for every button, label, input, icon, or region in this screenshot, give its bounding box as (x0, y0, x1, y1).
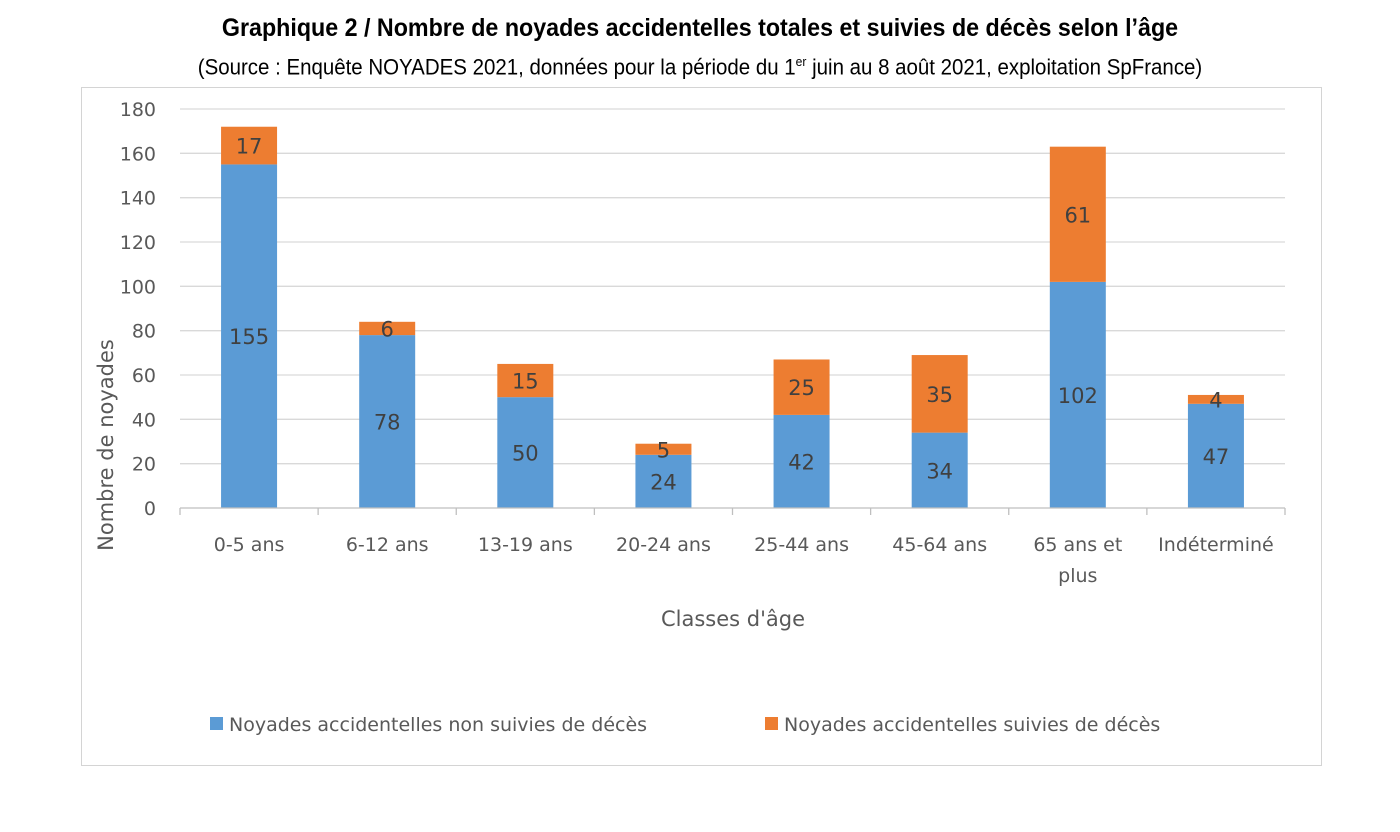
bars (221, 126, 1244, 508)
subtitle-text-start: (Source : Enquête NOYADES 2021, données … (197, 54, 796, 80)
x-tick-label: Indéterminé (1158, 534, 1274, 556)
legend-label: Noyades accidentelles non suivies de déc… (229, 714, 647, 736)
data-label: 15 (512, 370, 539, 394)
data-label: 78 (374, 411, 401, 435)
x-tick-label: 20-24 ans (616, 534, 711, 556)
bar-segment-non-fatal (911, 432, 968, 508)
chart-subtitle: (Source : Enquête NOYADES 2021, données … (49, 54, 1351, 80)
data-label: 34 (926, 459, 953, 483)
y-tick-label: 40 (132, 409, 156, 431)
y-tick-label: 180 (120, 99, 156, 121)
data-label: 102 (1058, 384, 1098, 408)
legend-swatch (765, 717, 778, 730)
data-label: 25 (788, 376, 815, 400)
bar-segment-fatal (1187, 394, 1244, 404)
y-axis-title: Nombre de noyades (94, 339, 118, 551)
bar-segment-non-fatal (1187, 403, 1244, 508)
data-label: 155 (229, 325, 269, 349)
x-tick-label: 6-12 ans (346, 534, 429, 556)
legend-swatch (210, 717, 223, 730)
data-label: 5 (657, 438, 670, 462)
chart-frame (81, 87, 1322, 766)
bar-segment-non-fatal (1049, 281, 1106, 508)
y-tick-label: 60 (132, 365, 156, 387)
y-tick-label: 20 (132, 454, 156, 476)
data-label: 17 (236, 135, 263, 159)
gridlines (180, 108, 1285, 465)
data-label: 42 (788, 450, 815, 474)
bar-segment-fatal (773, 359, 830, 415)
bar-segment-fatal (1049, 146, 1106, 282)
x-tick-label: 65 ans et plus (1033, 534, 1122, 587)
x-tick-labels: 0-5 ans 6-12 ans 13-19 ans 20-24 ans 25-44 a… (179, 508, 1286, 587)
data-label: 4 (1209, 388, 1222, 412)
legend-label: Noyades accidentelles suivies de décès (784, 714, 1160, 736)
chart-title: Graphique 2 / Nombre de noyades accident… (221, 14, 1179, 42)
legend: Noyades accidentelles non suivies de déc… (210, 714, 1160, 736)
x-tick-label: 0-5 ans (214, 534, 285, 556)
y-tick-label: 80 (132, 321, 156, 343)
bar-segment-non-fatal (359, 335, 416, 508)
subtitle-text-end: juin au 8 août 2021, exploitation SpFran… (806, 54, 1203, 80)
data-label: 47 (1203, 445, 1230, 469)
bar-segment-non-fatal (497, 397, 554, 508)
subtitle-superscript: er (795, 54, 807, 69)
y-tick-label: 100 (120, 276, 156, 298)
data-label: 61 (1064, 203, 1091, 227)
bar-segment-fatal (497, 363, 554, 398)
bar-segment-non-fatal (635, 454, 692, 508)
y-tick-label: 140 (120, 188, 156, 210)
bar-segment-fatal (359, 321, 416, 336)
data-labels: 155 17 78 6 50 15 24 5 42 25 34 35 102 61 47 4 (229, 135, 1229, 495)
x-tick-label: 25-44 ans (754, 534, 849, 556)
data-label: 6 (381, 317, 394, 341)
data-label: 24 (650, 470, 677, 494)
y-tick-label: 160 (120, 143, 156, 165)
y-tick-label: 120 (120, 232, 156, 254)
bar-segment-non-fatal (221, 164, 278, 508)
x-tick-label: 13-19 ans (478, 534, 573, 556)
data-label: 35 (926, 383, 953, 407)
bar-segment-non-fatal (773, 414, 830, 508)
data-label: 50 (512, 442, 539, 466)
bar-segment-fatal (221, 126, 278, 165)
y-tick-label: 0 (144, 498, 156, 520)
bar-segment-fatal (911, 355, 968, 433)
x-tick-label: 45-64 ans (892, 534, 987, 556)
x-axis-title: Classes d'âge (661, 607, 805, 631)
y-tick-labels: 0 20 40 60 80 100 120 140 160 180 (120, 99, 156, 520)
bar-segment-fatal (635, 443, 692, 455)
